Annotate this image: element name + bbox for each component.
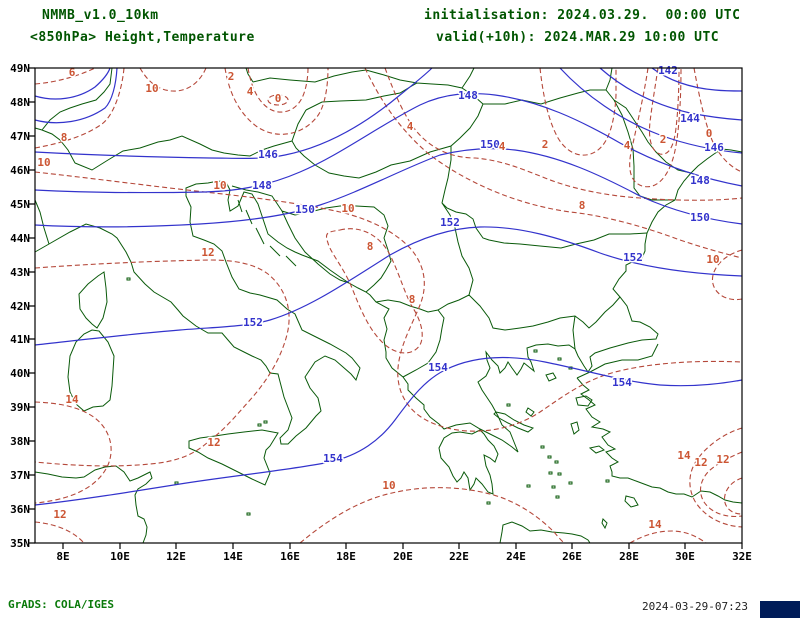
- temp-contour-label: 14: [648, 518, 662, 531]
- axis-ticks: [29, 67, 743, 549]
- height-contour-label: 154: [612, 376, 632, 389]
- lon-label: 14E: [223, 550, 243, 563]
- lat-label: 46N: [10, 164, 30, 177]
- temp-contour-label: 12: [694, 456, 707, 469]
- lat-label: 45N: [10, 198, 30, 211]
- height-contour-label: 142: [658, 64, 678, 77]
- temp-contour-label: 10: [706, 253, 719, 266]
- valid-time-label: valid(+10h): 2024.MAR.29 10:00 UTC: [436, 30, 720, 45]
- coastline-peloponnese: [438, 429, 499, 495]
- height-contour-label: 154: [428, 361, 448, 374]
- lat-label: 48N: [10, 96, 30, 109]
- height-contour-label: 152: [440, 216, 460, 229]
- lon-label: 10E: [110, 550, 130, 563]
- lon-label: 16E: [280, 550, 300, 563]
- creation-timestamp: 2024-03-29-07:23: [642, 600, 748, 613]
- lon-label: 22E: [449, 550, 469, 563]
- temp-contour-label: 2: [228, 70, 235, 83]
- corner-logo-box: [760, 601, 800, 618]
- coastline-anatolia: [576, 343, 743, 504]
- coastline-tunisia: [34, 465, 153, 544]
- lat-label: 39N: [10, 401, 30, 414]
- height-contour-labels: 142 144 146 146 148 148 148 150 150 150 …: [242, 63, 726, 467]
- temp-contour-label: 12: [207, 436, 220, 449]
- height-contour-label: 148: [458, 89, 478, 102]
- map-frame: [34, 67, 743, 544]
- temp-contour-label: 14: [677, 449, 691, 462]
- temp-contour-label: 12: [716, 453, 729, 466]
- lat-label: 35N: [10, 537, 30, 550]
- temp-contour-label: 6: [69, 66, 76, 79]
- lon-label: 20E: [393, 550, 413, 563]
- temp-contour-label: 4: [247, 85, 254, 98]
- height-contour-label: 152: [623, 251, 643, 264]
- temp-contour-label: 8: [367, 240, 374, 253]
- longitude-axis: 8E 10E 12E 14E 16E 18E 20E 22E 24E 26E 2…: [56, 550, 752, 563]
- height-contour-label: 150: [295, 203, 315, 216]
- lat-label: 41N: [10, 333, 30, 346]
- height-contour-label: 152: [243, 316, 263, 329]
- height-contour-label: 150: [690, 211, 710, 224]
- temp-contour-label: 10: [213, 179, 226, 192]
- temp-contour-label: 8: [579, 199, 586, 212]
- lat-label: 42N: [10, 300, 30, 313]
- temp-contour-label: 4: [407, 120, 414, 133]
- model-title: NMMB_v1.0_10km: [42, 8, 159, 23]
- lon-label: 26E: [562, 550, 582, 563]
- temp-contour-label: 4: [499, 140, 506, 153]
- latitude-axis: 49N 48N 47N 46N 45N 44N 43N 42N 41N 40N …: [10, 62, 30, 550]
- lon-label: 18E: [336, 550, 356, 563]
- lat-label: 36N: [10, 503, 30, 516]
- height-contours: [34, 67, 743, 506]
- lon-label: 8E: [56, 550, 69, 563]
- init-time-label: initialisation: 2024.03.29. 00:00 UTC: [424, 8, 741, 23]
- height-contour-label: 148: [252, 179, 272, 192]
- coastline-europe: [34, 148, 743, 453]
- temperature-contours: [34, 67, 743, 544]
- temp-contour-label: 10: [382, 479, 395, 492]
- lat-label: 43N: [10, 266, 30, 279]
- lat-label: 38N: [10, 435, 30, 448]
- lon-label: 24E: [506, 550, 526, 563]
- temp-contour-label: 2: [542, 138, 549, 151]
- height-contour-label: 146: [258, 148, 278, 161]
- country-borders: [34, 67, 692, 378]
- height-contour-label: 146: [704, 141, 724, 154]
- temp-contour-label: 2: [660, 133, 667, 146]
- lon-label: 28E: [619, 550, 639, 563]
- field-title: <850hPa> Height,Temperature: [30, 30, 255, 45]
- lat-label: 40N: [10, 367, 30, 380]
- lon-label: 30E: [675, 550, 695, 563]
- lon-label: 12E: [166, 550, 186, 563]
- temp-contour-label: 0: [706, 127, 713, 140]
- lat-label: 47N: [10, 130, 30, 143]
- temp-contour-label: 12: [201, 246, 214, 259]
- temp-contour-label: 8: [409, 293, 416, 306]
- temperature-contour-labels: 6 8 10 10 2 4 0 4 4 2 4 2 0 10 10 8 8 8 …: [36, 65, 731, 533]
- temp-contour-label: 14: [65, 393, 79, 406]
- height-contour-label: 148: [690, 174, 710, 187]
- islands: [67, 199, 639, 544]
- height-contour-label: 144: [680, 112, 700, 125]
- temp-contour-label: 12: [53, 508, 66, 521]
- lon-label: 32E: [732, 550, 752, 563]
- temp-contour-label: 0: [275, 92, 282, 105]
- lat-label: 37N: [10, 469, 30, 482]
- coastlines-group: [34, 67, 743, 544]
- grads-credit: GrADS: COLA/IGES: [8, 598, 114, 611]
- temp-contour-label: 4: [624, 139, 631, 152]
- height-contour-label: 150: [480, 138, 500, 151]
- lat-label: 44N: [10, 232, 30, 245]
- height-contour-label: 154: [323, 452, 343, 465]
- temp-contour-label: 10: [341, 202, 354, 215]
- temp-contour-label: 10: [145, 82, 158, 95]
- temp-contour-label: 10: [37, 156, 50, 169]
- temp-contour-label: 8: [61, 131, 68, 144]
- lat-label: 49N: [10, 62, 30, 75]
